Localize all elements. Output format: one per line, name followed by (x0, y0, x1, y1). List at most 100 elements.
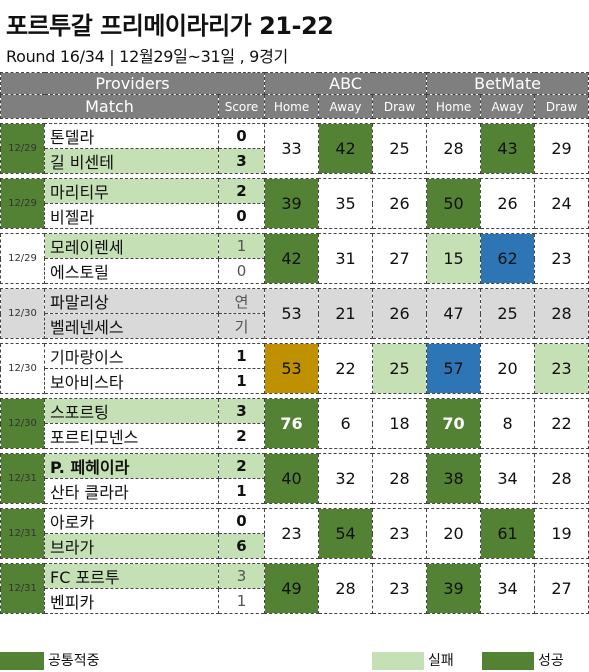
betmate-away-odds: 43 (480, 123, 536, 174)
abc-home-odds: 76 (264, 398, 320, 449)
betmate-draw-odds: 22 (534, 398, 589, 449)
match-row-away: 길 비센테 3 (1, 148, 589, 174)
away-score: 0 (217, 203, 266, 229)
betmate-home-odds: 20 (426, 508, 482, 559)
home-score: 3 (217, 563, 266, 589)
home-team: 모레이렌세 (44, 233, 219, 259)
home-score: 0 (217, 508, 266, 534)
away-score: 3 (217, 148, 266, 174)
abc-home-odds: 23 (264, 508, 320, 559)
abc-away-odds: 42 (318, 123, 374, 174)
abc-header: ABC (264, 72, 428, 95)
match-row: 12/31 아로카 0 23 54 23 20 61 19 (0, 508, 589, 559)
providers-header: Providers (0, 72, 266, 95)
legend-common-hit-label: 공통적중 (48, 653, 100, 669)
away-score: 기 (217, 313, 266, 339)
match-date: 12/30 (0, 288, 45, 339)
abc-draw-odds: 23 (372, 508, 428, 559)
abc-away-odds: 31 (318, 233, 374, 284)
abc-away-odds: 28 (318, 563, 374, 614)
away-score: 0 (217, 258, 266, 284)
legend-success-swatch (482, 652, 534, 670)
match-date: 12/29 (0, 178, 45, 229)
match-row-away: 벤피카 1 (1, 588, 589, 614)
betmate-home-odds: 57 (426, 343, 482, 394)
legend-fail-label: 실패 (428, 653, 454, 669)
away-score: 2 (217, 423, 266, 449)
match-header: Match (0, 94, 219, 119)
home-team: 스포르팅 (44, 398, 219, 424)
match-date: 12/31 (0, 508, 45, 559)
legend: 공통적중 실패 성공 (0, 650, 589, 672)
away-score: 1 (217, 588, 266, 614)
betmate-home-header: Home (426, 94, 482, 119)
betmate-draw-header: Draw (534, 94, 589, 119)
betmate-away-header: Away (480, 94, 536, 119)
home-team: 톤델라 (44, 123, 219, 149)
home-team: P. 페헤이라 (44, 453, 219, 479)
away-score: 6 (217, 533, 266, 559)
match-row-away: 보아비스타 1 (1, 368, 589, 394)
abc-away-odds: 35 (318, 178, 374, 229)
betmate-away-odds: 61 (480, 508, 536, 559)
away-team: 에스토릴 (44, 258, 219, 284)
home-team: 아로카 (44, 508, 219, 534)
match-row: 12/31 FC 포르투 3 49 28 23 39 34 27 (0, 563, 589, 614)
betmate-home-odds: 50 (426, 178, 482, 229)
header-row-columns: Match Score Home Away Draw Home Away Dra… (0, 94, 589, 119)
abc-draw-odds: 25 (372, 343, 428, 394)
match-date: 12/30 (0, 343, 45, 394)
abc-home-odds: 49 (264, 563, 320, 614)
abc-draw-odds: 18 (372, 398, 428, 449)
match-date: 12/29 (0, 123, 45, 174)
away-team: 브라가 (44, 533, 219, 559)
match-row: 12/30 스포르팅 3 76 6 18 70 8 22 (0, 398, 589, 449)
betmate-away-odds: 34 (480, 453, 536, 504)
away-team: 길 비센테 (44, 148, 219, 174)
betmate-header: BetMate (426, 72, 589, 95)
away-team: 벨레넨세스 (44, 313, 219, 339)
away-team: 비젤라 (44, 203, 219, 229)
score-header: Score (217, 94, 266, 119)
home-team: 기마랑이스 (44, 343, 219, 369)
home-score: 1 (217, 233, 266, 259)
match-date: 12/30 (0, 398, 45, 449)
abc-draw-odds: 23 (372, 563, 428, 614)
abc-home-odds: 53 (264, 343, 320, 394)
betmate-away-odds: 26 (480, 178, 536, 229)
header-row-providers: Providers ABC BetMate (0, 72, 589, 95)
match-row-away: 벨레넨세스 기 (1, 313, 589, 339)
home-score: 2 (217, 453, 266, 479)
round-info: Round 16/34 | 12월29일~31일 , 9경기 (6, 47, 288, 66)
match-date: 12/31 (0, 453, 45, 504)
home-score: 1 (217, 343, 266, 369)
betmate-away-odds: 8 (480, 398, 536, 449)
abc-away-odds: 54 (318, 508, 374, 559)
betmate-away-odds: 34 (480, 563, 536, 614)
betmate-home-odds: 15 (426, 233, 482, 284)
abc-away-header: Away (318, 94, 374, 119)
betmate-draw-odds: 24 (534, 178, 589, 229)
away-team: 벤피카 (44, 588, 219, 614)
abc-draw-odds: 27 (372, 233, 428, 284)
match-row: 12/29 마리티무 2 39 35 26 50 26 24 (0, 178, 589, 229)
page-title: 포르투갈 프리메이라리가 21-22 (6, 12, 334, 40)
betmate-away-odds: 25 (480, 288, 536, 339)
home-team: FC 포르투 (44, 563, 219, 589)
abc-away-odds: 22 (318, 343, 374, 394)
betmate-home-odds: 38 (426, 453, 482, 504)
betmate-away-odds: 62 (480, 233, 536, 284)
away-team: 포르티모넨스 (44, 423, 219, 449)
abc-draw-header: Draw (372, 94, 428, 119)
betmate-draw-odds: 29 (534, 123, 589, 174)
betmate-draw-odds: 28 (534, 288, 589, 339)
home-team: 마리티무 (44, 178, 219, 204)
betmate-away-odds: 20 (480, 343, 536, 394)
match-row: 12/29 톤델라 0 33 42 25 28 43 29 (0, 123, 589, 174)
legend-fail-swatch (372, 652, 424, 670)
home-team: 파말리상 (44, 288, 219, 314)
match-row: 12/29 모레이렌세 1 42 31 27 15 62 23 (0, 233, 589, 284)
match-row-away: 포르티모넨스 2 (1, 423, 589, 449)
abc-away-odds: 21 (318, 288, 374, 339)
home-score: 0 (217, 123, 266, 149)
